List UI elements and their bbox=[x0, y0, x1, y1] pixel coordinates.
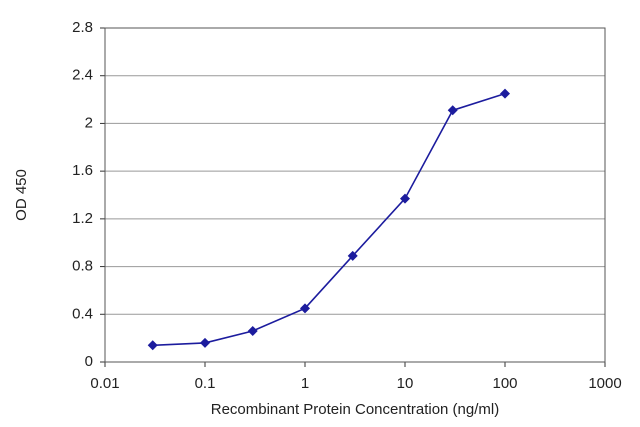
x-tick-label: 10 bbox=[397, 375, 414, 392]
y-tick-label: 0.4 bbox=[72, 305, 93, 322]
y-tick-label: 0.8 bbox=[72, 258, 93, 275]
x-tick-label: 0.01 bbox=[90, 375, 119, 392]
y-tick-label: 2.8 bbox=[72, 19, 93, 36]
x-tick-label: 1000 bbox=[588, 375, 621, 392]
data-point bbox=[447, 105, 458, 116]
data-point bbox=[200, 337, 210, 348]
data-point bbox=[147, 340, 158, 351]
data-point bbox=[247, 325, 258, 336]
y-tick-label: 2.4 bbox=[72, 67, 93, 84]
x-tick-label: 0.1 bbox=[195, 375, 216, 392]
x-tick-label: 1 bbox=[301, 375, 309, 392]
y-tick-label: 2 bbox=[85, 114, 93, 131]
y-tick-label: 0 bbox=[85, 353, 93, 370]
data-point bbox=[347, 250, 358, 261]
plot-frame bbox=[104, 27, 606, 363]
y-axis-label: OD 450 bbox=[13, 169, 30, 221]
data-point bbox=[300, 303, 310, 314]
data-point bbox=[400, 193, 410, 204]
y-tick-label: 1.6 bbox=[72, 162, 93, 179]
x-axis-label: Recombinant Protein Concentration (ng/ml… bbox=[211, 401, 499, 418]
data-line bbox=[152, 92, 506, 347]
y-tick-label: 1.2 bbox=[72, 210, 93, 227]
x-tick-label: 100 bbox=[492, 375, 517, 392]
data-point bbox=[500, 88, 510, 99]
